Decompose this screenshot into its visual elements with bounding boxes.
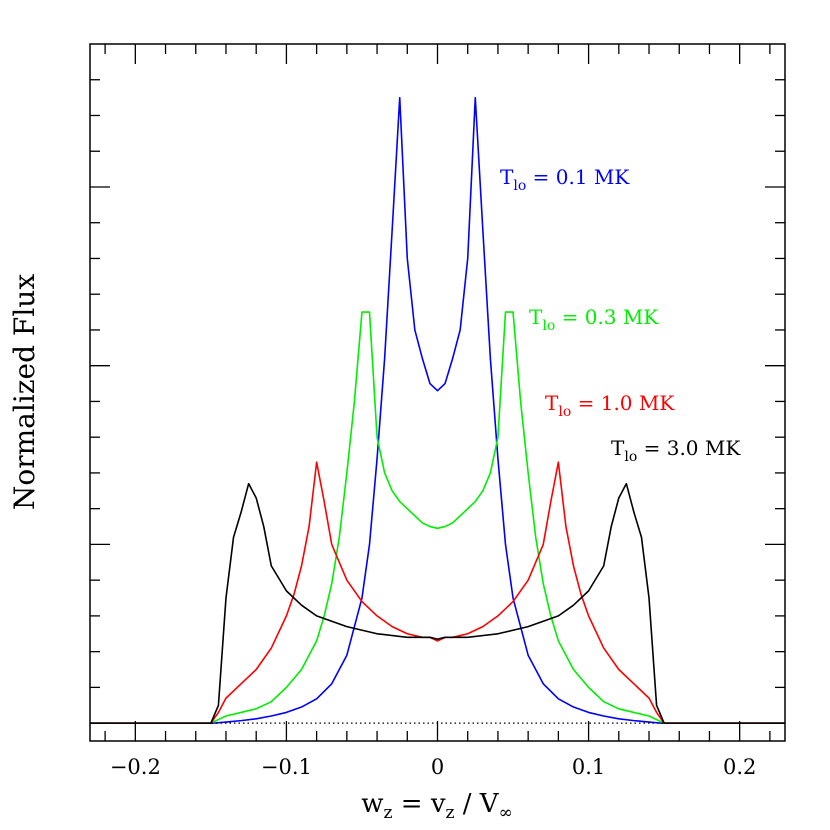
series-label-3: Tlo = 1.0 MK <box>545 391 675 420</box>
series-line-4 <box>90 482 785 724</box>
ticks-layer <box>90 44 785 741</box>
series-line-1 <box>90 96 785 724</box>
x-tick-label: −0.1 <box>261 755 312 779</box>
tick-labels-layer: −0.2 −0.1 0 0.1 0.2 <box>110 755 757 779</box>
series-labels-layer: Tlo = 0.1 MK Tlo = 0.3 MK Tlo = 1.0 MK Tlo … <box>500 165 741 465</box>
series-layer <box>90 96 785 724</box>
y-axis-label: Normalized Flux <box>8 274 41 510</box>
series-label-4: Tlo = 3.0 MK <box>611 436 741 465</box>
x-axis-label: wz = vz / V∞ <box>361 789 512 823</box>
series-line-3 <box>90 461 785 724</box>
x-tick-label: 0.1 <box>572 755 605 779</box>
series-label-1: Tlo = 0.1 MK <box>500 165 630 194</box>
x-tick-label: −0.2 <box>110 755 161 779</box>
x-tick-label: 0.2 <box>723 755 756 779</box>
series-label-2: Tlo = 0.3 MK <box>529 305 659 334</box>
series-line-2 <box>90 311 785 724</box>
x-tick-label: 0 <box>431 755 444 779</box>
plot-frame <box>89 43 786 742</box>
